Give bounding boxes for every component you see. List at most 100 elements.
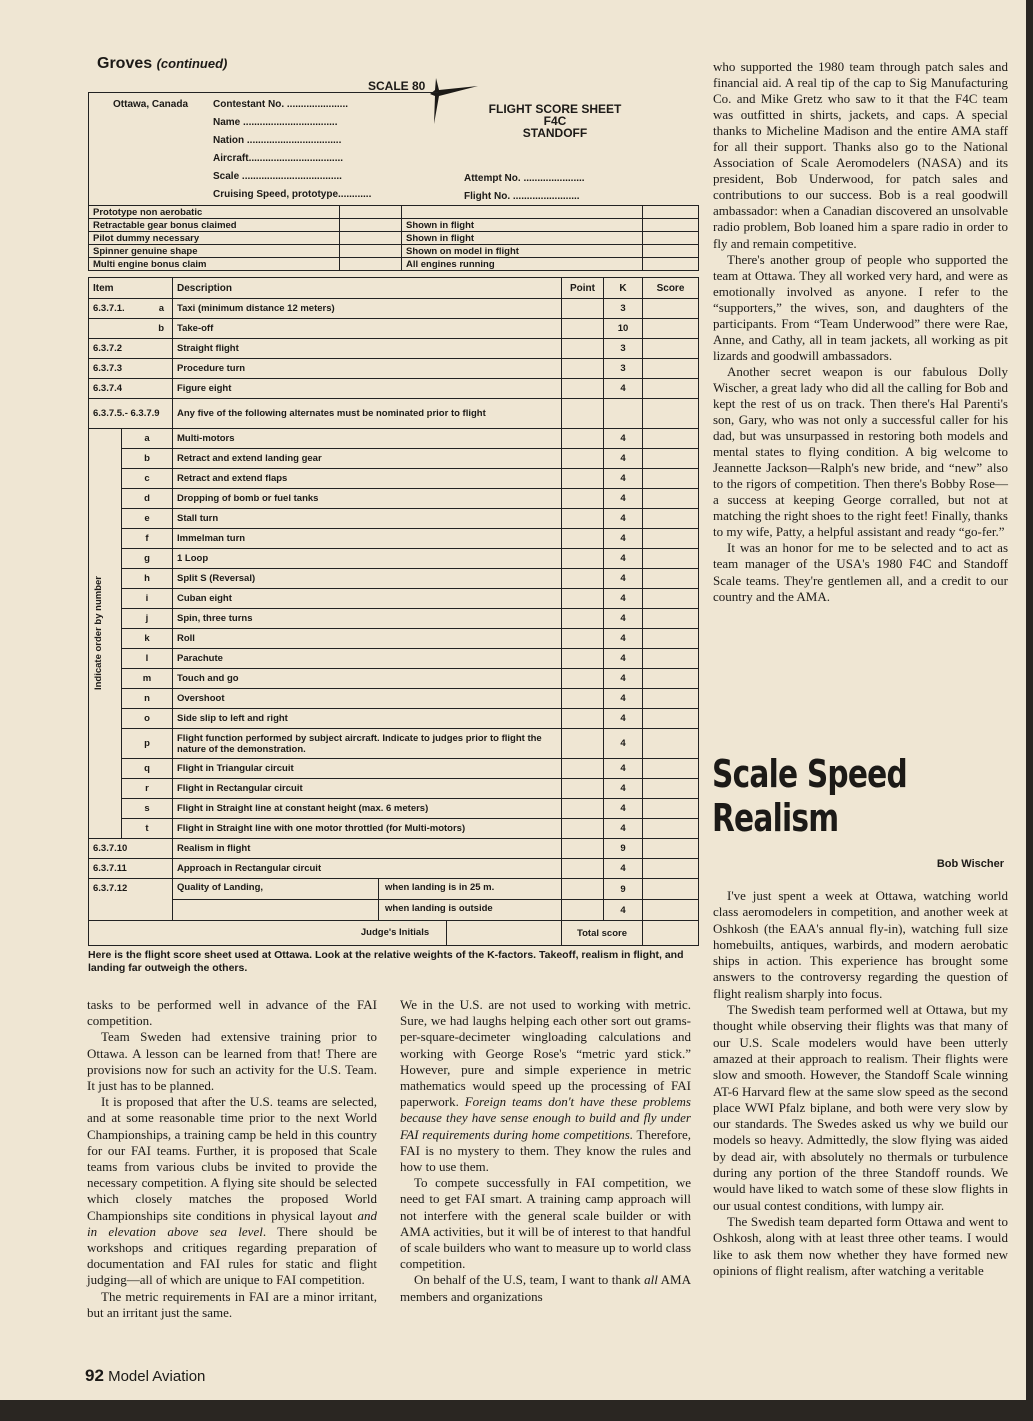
bonus-score [642, 257, 699, 271]
score-cell [642, 798, 699, 819]
item-letter: f [121, 528, 173, 549]
text-run: The metric requirements in FAI are a min… [87, 1288, 377, 1320]
airplane-logo-icon [430, 78, 478, 124]
point-cell [561, 758, 604, 779]
form-location: Ottawa, Canada [113, 99, 189, 110]
score-cell [642, 338, 699, 359]
text-run: On behalf of the U.S, team, I want to th… [414, 1272, 645, 1288]
score-cell [642, 468, 699, 489]
score-cell [642, 358, 699, 379]
table-row: 6.3.7.2 Straight flight 3 [88, 338, 699, 359]
table-row: p Flight function performed by subject ai… [89, 728, 699, 759]
paragraph: The Swedish team performed well at Ottaw… [713, 1002, 1008, 1214]
item-description: Flight function performed by subject air… [172, 728, 562, 759]
item-description: Taxi (minimum distance 12 meters) [172, 298, 562, 319]
item-description: Flight in Straight line at constant heig… [172, 798, 562, 819]
col-header-k: K [603, 277, 643, 299]
k-factor: 4 [603, 488, 643, 509]
bonus-score [642, 244, 699, 258]
item-description: Flight in Triangular circuit [172, 758, 562, 779]
bonus-check [339, 257, 402, 271]
score-cell [642, 528, 699, 549]
item-code: 6.3.7.5.- 6.3.7.9 [93, 408, 160, 419]
figure-caption: Here is the flight score sheet used at O… [88, 949, 684, 974]
bonus-check [339, 231, 402, 245]
bonus-desc [401, 205, 643, 219]
paragraph: Another secret weapon is our fabulous Do… [713, 364, 1008, 541]
italic-text: all [644, 1272, 658, 1288]
table-row: 6.3.7.10 Realism in flight 9 [88, 838, 699, 859]
score-cell [642, 318, 699, 339]
text-run: To compete successfully in FAI competiti… [400, 1175, 691, 1272]
k-factor: 4 [603, 378, 643, 399]
item-letter: j [121, 608, 173, 629]
point-cell [561, 468, 604, 489]
score-cell [642, 548, 699, 569]
table-row: j Spin, three turns 4 [89, 608, 699, 629]
text-run: Team Sweden had extensive training prior… [87, 1029, 377, 1094]
item-letter: e [121, 508, 173, 529]
field-cruising-speed: Cruising Speed, prototype............ [213, 189, 372, 200]
bonus-score [642, 218, 699, 232]
item-number: 6.3.7.11 [88, 858, 173, 879]
point-cell [561, 778, 604, 799]
bonus-row: Spinner genuine shape Shown on model in f… [88, 244, 699, 258]
text-run: AMA members and organizations [400, 1272, 691, 1304]
article-column-3: who supported the 1980 team through patc… [713, 59, 1008, 605]
col-header-score: Score [642, 277, 699, 299]
text-run: Therefore, FAI is no mystery to them. Th… [400, 1126, 691, 1175]
paragraph: tasks to be performed well in advance of… [87, 997, 377, 1029]
text-run: tasks to be performed well in advance of… [87, 997, 377, 1029]
vertical-label: Indicate order by number [93, 576, 104, 691]
point-cell [561, 318, 604, 339]
paragraph: To compete successfully in FAI competiti… [400, 1175, 691, 1272]
running-head-suffix: (continued) [156, 56, 228, 71]
item-letter: o [121, 708, 173, 729]
item-description: Dropping of bomb or fuel tanks [172, 488, 562, 509]
text-run: The Swedish team departed form Ottawa an… [713, 1213, 1008, 1278]
table-row: b Take-off 10 [88, 318, 699, 339]
field-aircraft: Aircraft................................… [213, 153, 344, 164]
k-factor: 4 [603, 588, 643, 609]
table-row: r Flight in Rectangular circuit 4 [89, 778, 699, 799]
text-run: Another secret weapon is our fabulous Do… [713, 363, 1008, 540]
bonus-row: Prototype non aerobatic [88, 205, 699, 219]
k-factor: 9 [603, 878, 643, 900]
landing-description: when landing is outside [172, 899, 562, 921]
k-factor: 4 [603, 548, 643, 569]
item-number: 6.3.7.4 [88, 378, 173, 399]
item-description: Approach in Rectangular circuit [172, 858, 562, 879]
k-factor [603, 398, 643, 429]
item-letter: a [121, 428, 173, 449]
landing-option: when landing is in 25 m. [385, 882, 495, 893]
order-column: Indicate order by number [88, 428, 122, 839]
item-description: Retract and extend flaps [172, 468, 562, 489]
item-description: Figure eight [172, 378, 562, 399]
point-cell [561, 818, 604, 839]
field-flight-no: Flight No. ........................ [464, 191, 580, 202]
item-letter: r [121, 778, 173, 799]
paragraph: who supported the 1980 team through patc… [713, 59, 1008, 252]
table-row: b Retract and extend landing gear 4 [89, 448, 699, 469]
item-description: Parachute [172, 648, 562, 669]
landing-label [174, 900, 379, 920]
point-cell [561, 568, 604, 589]
item-code: 6.3.7.1. [93, 303, 125, 314]
text-run: I've just spent a week at Ottawa, watchi… [713, 888, 1008, 1001]
totals-row: Judge's Initials Total score [88, 920, 699, 946]
text-run: It is proposed that after the U.S. teams… [87, 1094, 377, 1223]
point-cell [561, 428, 604, 449]
landing-label: Quality of Landing, [174, 879, 379, 899]
article-title-line: Realism [712, 796, 839, 840]
item-description: Overshoot [172, 688, 562, 709]
table-row: t Flight in Straight line with one motor … [89, 818, 699, 839]
k-factor: 3 [603, 358, 643, 379]
score-cell [642, 648, 699, 669]
item-description: Flight in Rectangular circuit [172, 778, 562, 799]
magazine-page: Groves (continued) SCALE 80 Ottawa, Cana… [0, 0, 1026, 1400]
k-factor: 4 [603, 468, 643, 489]
text-run: There's another group of people who supp… [713, 251, 1008, 363]
scale-80-logo: SCALE 80 [368, 79, 426, 93]
bonus-table: Prototype non aerobatic Retractable gear … [88, 205, 699, 271]
